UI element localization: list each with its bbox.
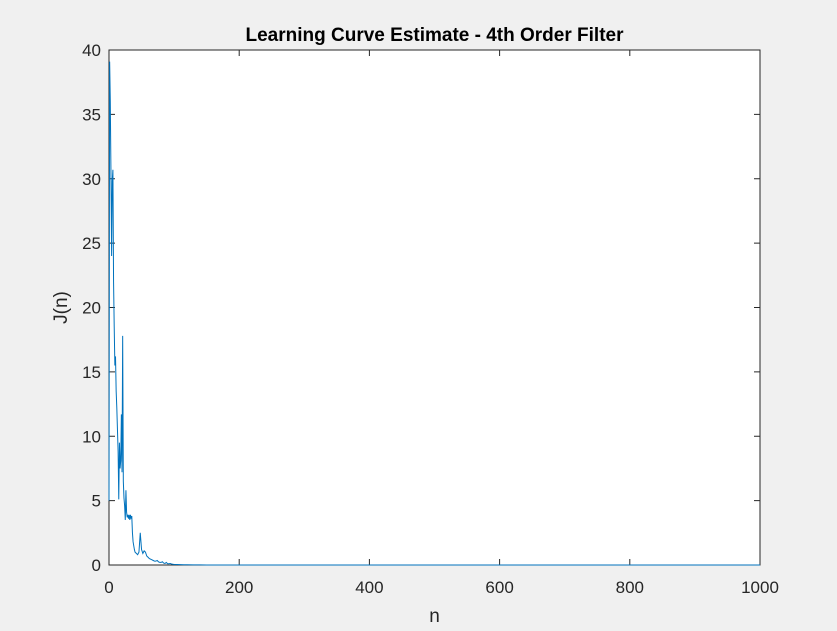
- x-axis-label: n: [429, 606, 440, 627]
- x-tick-label: 200: [225, 578, 253, 597]
- y-tick-label: 40: [82, 41, 101, 60]
- y-tick-label: 5: [92, 492, 101, 511]
- axis-ticks: 0 200 400 600 800 1000 0 5 10 15 20 25 30 35 40: [82, 41, 779, 597]
- x-tick-label: 0: [104, 578, 113, 597]
- y-tick-label: 30: [82, 170, 101, 189]
- y-tick-label: 35: [82, 105, 101, 124]
- y-tick-label: 20: [82, 299, 101, 318]
- y-tick-label: 10: [82, 427, 101, 446]
- series-line-j-n: [108, 61, 760, 566]
- x-tick-label: 600: [485, 578, 513, 597]
- y-axis-label: J(n): [51, 291, 72, 324]
- x-tick-label: 800: [616, 578, 644, 597]
- x-tick-label: 400: [355, 578, 383, 597]
- y-tick-label: 15: [82, 363, 101, 382]
- plot-area: [108, 49, 761, 566]
- y-tick-label: 25: [82, 234, 101, 253]
- chart-title: Learning Curve Estimate - 4th Order Filt…: [246, 25, 625, 46]
- x-tick-label: 1000: [741, 578, 779, 597]
- y-tick-label: 0: [92, 556, 101, 575]
